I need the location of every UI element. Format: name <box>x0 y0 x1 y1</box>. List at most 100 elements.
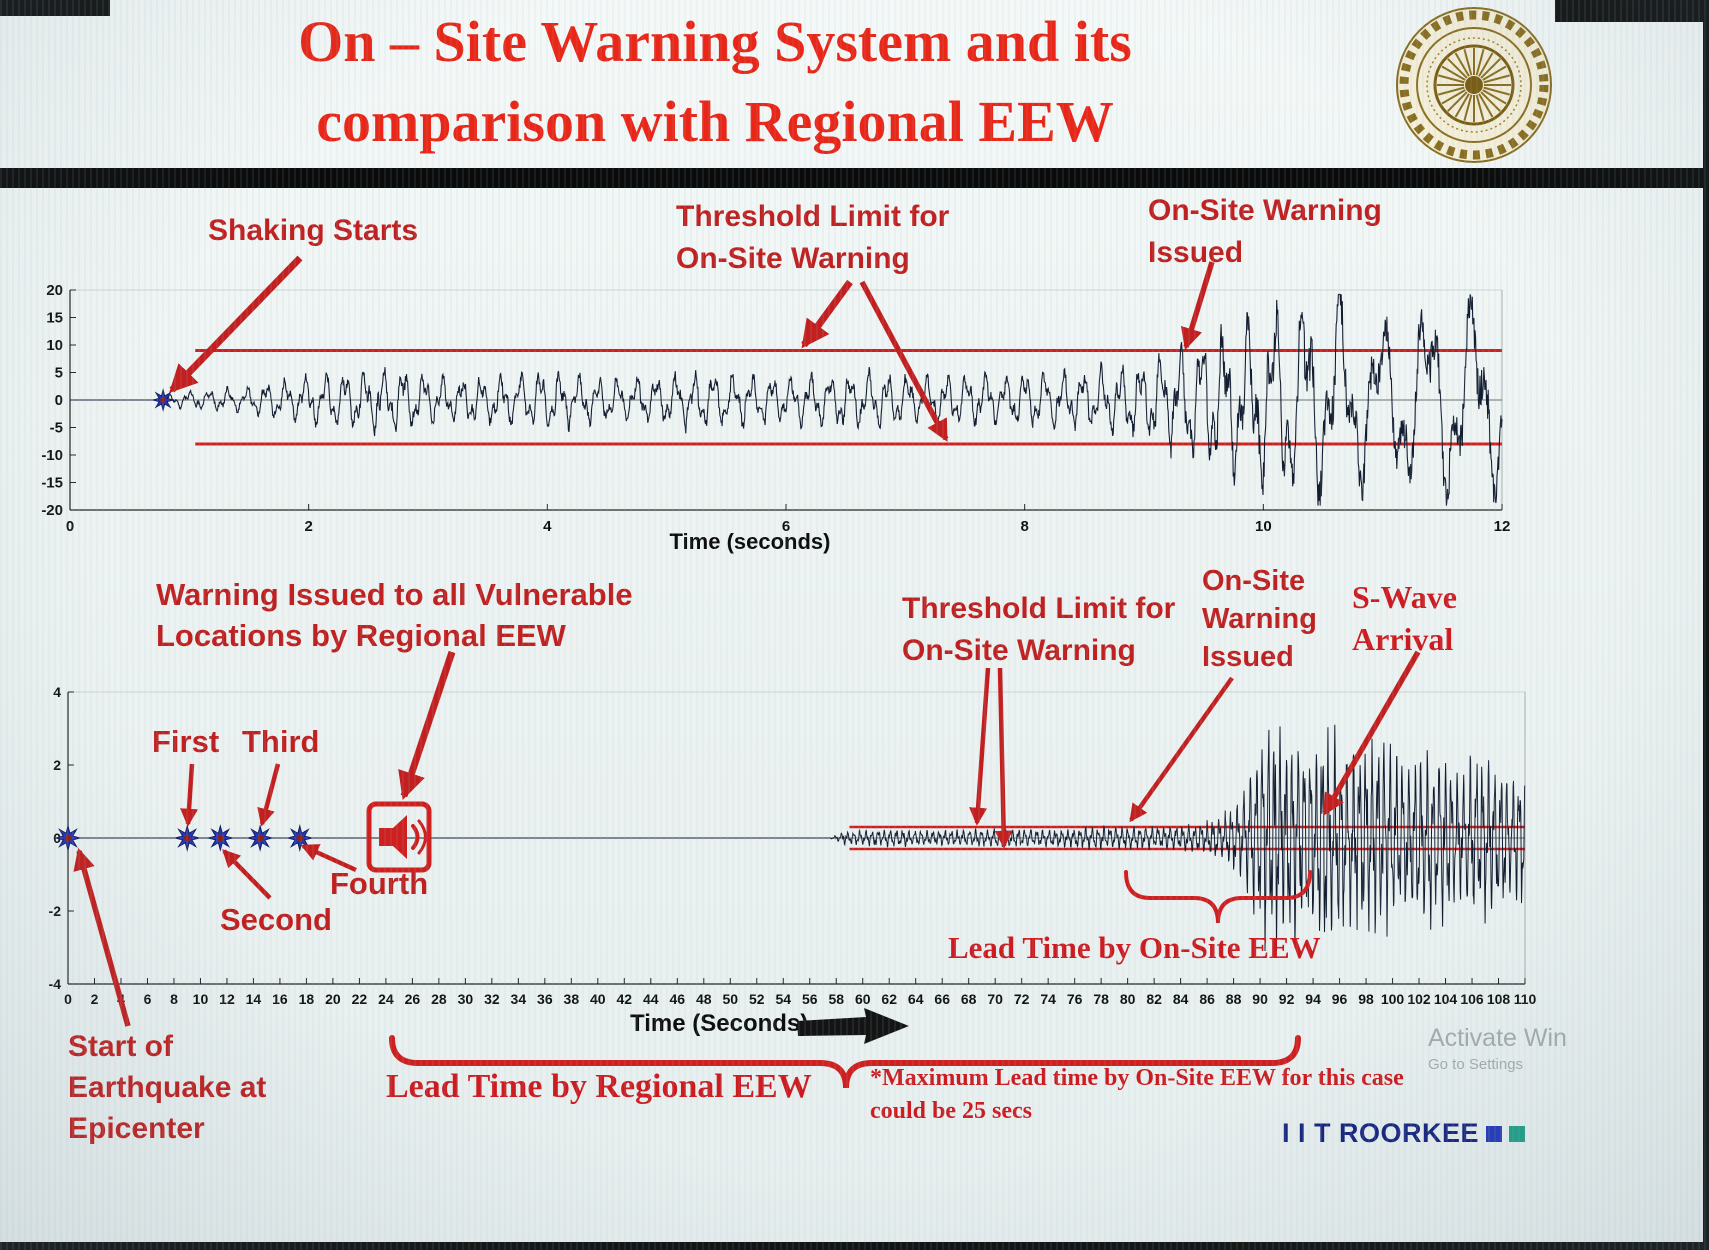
bottom-chart-xlabel: Time (Seconds) <box>630 1010 809 1037</box>
annotation-line: Epicenter <box>68 1112 205 1145</box>
x-tick-label: 36 <box>537 991 553 1007</box>
regional-warning-siren-icon <box>366 801 432 873</box>
y-tick-label: -10 <box>41 447 63 464</box>
x-tick-label: 4 <box>543 518 552 535</box>
annotation-s-wave-arrival: S-Wave Arrival <box>1352 576 1457 660</box>
annotation-p-fourth: Fourth <box>330 866 429 901</box>
annotation-lead-time-onsite: Lead Time by On-Site EEW <box>948 930 1321 965</box>
y-tick-label: -5 <box>50 420 63 437</box>
annotation-onsite-warning-issued-bottom: On-Site Warning Issued <box>1202 562 1317 676</box>
annotation-threshold-limit-top: Threshold Limit for On-Site Warning <box>676 196 949 280</box>
annotation-line: On-Site <box>1202 565 1306 597</box>
x-tick-label: 80 <box>1120 991 1136 1007</box>
x-tick-label: 2 <box>91 991 99 1007</box>
x-tick-label: 46 <box>670 991 686 1007</box>
x-tick-label: 4 <box>117 991 125 1007</box>
x-tick-label: 24 <box>378 991 394 1007</box>
x-tick-label: 50 <box>722 991 738 1007</box>
annotation-onsite-warning-issued-top: On-Site Warning Issued <box>1148 190 1382 274</box>
annotation-start-epicenter: Start of Earthquake at Epicenter <box>68 1026 266 1149</box>
slide-title-line2: comparison with Regional EEW <box>316 89 1114 154</box>
annotation-p-second: Second <box>220 902 332 937</box>
x-tick-label: 88 <box>1226 991 1242 1007</box>
x-tick-label: 12 <box>219 991 235 1007</box>
annotation-line: Arrival <box>1352 621 1454 657</box>
y-tick-label: 10 <box>46 337 63 354</box>
p-wave-marker-core <box>216 834 224 842</box>
x-tick-label: 104 <box>1434 991 1458 1007</box>
annotation-line: S-Wave <box>1352 579 1457 615</box>
y-tick-label: -15 <box>41 475 63 492</box>
header-divider <box>0 168 1709 188</box>
x-tick-label: 106 <box>1460 991 1484 1007</box>
x-tick-label: 30 <box>458 991 474 1007</box>
watermark-line: Activate Win <box>1428 1024 1567 1052</box>
slide-title: On – Site Warning System and its compari… <box>0 2 1430 162</box>
x-tick-label: 14 <box>246 991 262 1007</box>
annotation-line: *Maximum Lead time by On-Site EEW for th… <box>870 1065 1404 1091</box>
x-tick-label: 68 <box>961 991 977 1007</box>
x-tick-label: 52 <box>749 991 765 1007</box>
brand-square-green <box>1509 1125 1526 1142</box>
edge-top-left <box>0 0 110 16</box>
x-tick-label: 34 <box>511 991 527 1007</box>
x-tick-label: 74 <box>1040 991 1056 1007</box>
annotation-p-third: Third <box>242 724 320 759</box>
waveform-trace <box>70 293 1503 506</box>
x-tick-label: 110 <box>1514 991 1537 1007</box>
x-tick-label: 82 <box>1146 991 1162 1007</box>
x-tick-label: 72 <box>1014 991 1030 1007</box>
x-tick-label: 26 <box>405 991 421 1007</box>
x-tick-label: 78 <box>1093 991 1109 1007</box>
x-tick-label: 90 <box>1252 991 1268 1007</box>
x-tick-label: 70 <box>987 991 1003 1007</box>
x-tick-label: 28 <box>431 991 447 1007</box>
x-tick-label: 44 <box>643 991 659 1007</box>
x-tick-label: 98 <box>1358 991 1374 1007</box>
x-tick-label: 6 <box>144 991 152 1007</box>
x-tick-label: 56 <box>802 991 818 1007</box>
iit-roorkee-brand: I I T ROORKEE <box>1282 1118 1526 1149</box>
y-tick-label: 4 <box>53 684 61 700</box>
annotation-shaking-starts: Shaking Starts <box>208 214 419 247</box>
x-tick-label: 96 <box>1332 991 1348 1007</box>
chakra-spokes-icon <box>1437 48 1511 122</box>
annotation-line: Locations by Regional EEW <box>156 618 566 653</box>
x-tick-label: 66 <box>934 991 950 1007</box>
x-tick-label: 60 <box>855 991 871 1007</box>
annotation-p-first: First <box>152 724 220 759</box>
x-tick-label: 58 <box>828 991 844 1007</box>
annotation-regional-warning: Warning Issued to all Vulnerable Locatio… <box>156 574 633 656</box>
y-tick-label: 2 <box>53 757 61 773</box>
p-wave-marker-core <box>160 397 166 403</box>
y-tick-label: 15 <box>46 310 63 327</box>
top-chart-xlabel: Time (seconds) <box>669 529 831 554</box>
x-tick-label: 102 <box>1407 991 1431 1007</box>
regional-eew-chart: 420-2-4024681012141618202224262830323436… <box>49 684 1537 1007</box>
x-tick-label: 12 <box>1494 518 1510 535</box>
x-tick-label: 86 <box>1199 991 1215 1007</box>
y-tick-label: 0 <box>55 392 63 409</box>
y-tick-label: -4 <box>49 976 62 992</box>
annotation-line: On-Site Warning <box>1148 194 1382 227</box>
p-wave-marker-core <box>183 834 191 842</box>
p-wave-marker-core <box>296 834 304 842</box>
x-tick-label: 38 <box>564 991 580 1007</box>
x-tick-label: 20 <box>325 991 341 1007</box>
annotation-line: Start of <box>68 1030 173 1063</box>
slide-title-line1: On – Site Warning System and its <box>298 9 1132 74</box>
annotation-line: Warning <box>1202 603 1317 635</box>
x-tick-label: 0 <box>66 518 74 535</box>
annotation-line: could be 25 secs <box>870 1098 1032 1124</box>
x-tick-label: 2 <box>304 518 312 535</box>
x-tick-label: 40 <box>590 991 606 1007</box>
x-tick-label: 64 <box>908 991 924 1007</box>
annotation-line: On-Site Warning <box>676 242 910 275</box>
x-tick-label: 8 <box>1020 518 1028 535</box>
x-tick-label: 18 <box>299 991 315 1007</box>
x-tick-label: 6 <box>782 518 790 535</box>
edge-top-right <box>1555 0 1709 22</box>
brand-square-blue <box>1486 1125 1503 1142</box>
